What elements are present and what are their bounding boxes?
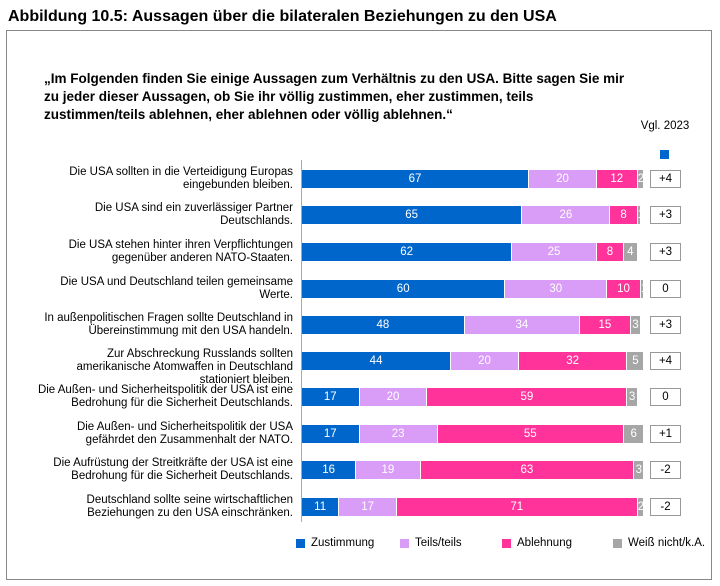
bar-segment-ablehnung: 10 — [607, 280, 641, 298]
change-vs-2023: +4 — [650, 352, 681, 370]
category-label: Die Aufrüstung der Streitkräfte der USA … — [53, 457, 293, 482]
legend-label: Ablehnung — [517, 537, 572, 549]
bar-segment-wei-nicht-k-a-: 2 — [637, 498, 645, 516]
bar-segment-ablehnung: 59 — [427, 388, 628, 406]
category-axis — [301, 160, 302, 522]
bar-segment-teils-teils: 30 — [505, 280, 608, 298]
category-label: Die USA sind ein zuverlässiger Partner D… — [94, 202, 293, 227]
bar-segment-wei-nicht-k-a-: 6 — [624, 425, 645, 443]
change-vs-2023: -2 — [650, 498, 681, 516]
bar-segment-teils-teils: 23 — [359, 425, 438, 443]
bar-segment-teils-teils: 34 — [464, 316, 580, 334]
bar-segment-zustimmung: 17 — [302, 425, 360, 443]
bar-segment-wei-nicht-k-a-: 4 — [624, 243, 638, 261]
legend-label: Weiß nicht/k.A. — [628, 537, 706, 549]
bar-segment-teils-teils: 17 — [339, 498, 397, 516]
survey-question: „Im Folgenden finden Sie einige Aussagen… — [44, 71, 625, 122]
category-label: Die USA sollten in die Verteidigung Euro… — [69, 166, 293, 191]
bar-segment-zustimmung: 17 — [302, 388, 360, 406]
change-vs-2023: +3 — [650, 316, 681, 334]
change-vs-2023: +4 — [650, 170, 681, 188]
change-vs-2023: +3 — [650, 243, 681, 261]
legend-label: Teils/teils — [415, 537, 462, 549]
legend-label: Zustimmung — [311, 537, 375, 549]
change-vs-2023: +1 — [650, 425, 681, 443]
bar-segment-ablehnung: 12 — [596, 170, 638, 188]
bar-segment-wei-nicht-k-a-: 1 — [641, 280, 645, 298]
bar-segment-ablehnung: 55 — [437, 425, 625, 443]
bar-segment-zustimmung: 11 — [302, 498, 340, 516]
comparison-header: Vgl. 2023 — [640, 120, 690, 132]
category-label: Die Außen- und Sicherheitspolitik der US… — [76, 421, 293, 446]
category-label: Deutschland sollte seine wirtschaftliche… — [86, 494, 293, 519]
bar-segment-zustimmung: 48 — [302, 316, 465, 334]
bar-segment-zustimmung: 60 — [302, 280, 506, 298]
bar-segment-teils-teils: 19 — [356, 461, 421, 479]
bar-segment-wei-nicht-k-a-: 2 — [637, 170, 645, 188]
bar-segment-wei-nicht-k-a-: 5 — [627, 352, 645, 370]
change-vs-2023: +3 — [650, 206, 681, 224]
comparison-marker-icon — [660, 150, 669, 159]
legend-swatch — [613, 538, 622, 548]
bar-segment-zustimmung: 67 — [302, 170, 530, 188]
bar-segment-zustimmung: 65 — [302, 206, 523, 224]
bar-segment-teils-teils: 20 — [451, 352, 519, 370]
legend-swatch — [400, 538, 409, 548]
legend-item: Zustimmung — [296, 537, 374, 549]
bar-segment-teils-teils: 20 — [529, 170, 597, 188]
bar-segment-zustimmung: 16 — [302, 461, 357, 479]
bar-segment-wei-nicht-k-a-: 3 — [630, 316, 641, 334]
category-label: Die USA stehen hinter ihren Verpflichtun… — [68, 239, 293, 264]
legend-item: Teils/teils — [400, 537, 462, 549]
category-label: Zur Abschreckung Russlands sollten ameri… — [76, 348, 294, 386]
legend-swatch — [296, 538, 305, 548]
change-vs-2023: -2 — [650, 461, 681, 479]
bar-segment-wei-nicht-k-a-: 3 — [634, 461, 645, 479]
bar-segment-wei-nicht-k-a-: 1 — [637, 206, 641, 224]
bar-segment-ablehnung: 15 — [579, 316, 631, 334]
chart-frame — [6, 30, 712, 580]
bar-segment-zustimmung: 44 — [302, 352, 452, 370]
category-label: Die Außen- und Sicherheitspolitik der US… — [37, 384, 293, 409]
bar-segment-wei-nicht-k-a-: 3 — [627, 388, 638, 406]
category-label: In außenpolitischen Fragen sollte Deutsc… — [44, 312, 293, 337]
bar-segment-ablehnung: 71 — [396, 498, 638, 516]
change-vs-2023: 0 — [650, 388, 681, 406]
bar-segment-teils-teils: 26 — [522, 206, 611, 224]
category-label: Die USA und Deutschland teilen gemeinsam… — [60, 276, 293, 301]
bar-segment-ablehnung: 63 — [420, 461, 635, 479]
figure-title: Abbildung 10.5: Aussagen über die bilate… — [8, 8, 557, 25]
bar-segment-teils-teils: 25 — [512, 243, 597, 261]
bar-segment-zustimmung: 62 — [302, 243, 513, 261]
legend-item: Weiß nicht/k.A. — [613, 537, 705, 549]
bar-segment-ablehnung: 8 — [610, 206, 638, 224]
bar-segment-teils-teils: 20 — [359, 388, 428, 406]
bar-segment-ablehnung: 8 — [596, 243, 625, 261]
legend-swatch — [502, 538, 511, 548]
bar-segment-ablehnung: 32 — [518, 352, 628, 370]
legend-item: Ablehnung — [502, 537, 572, 549]
change-vs-2023: 0 — [650, 280, 681, 298]
